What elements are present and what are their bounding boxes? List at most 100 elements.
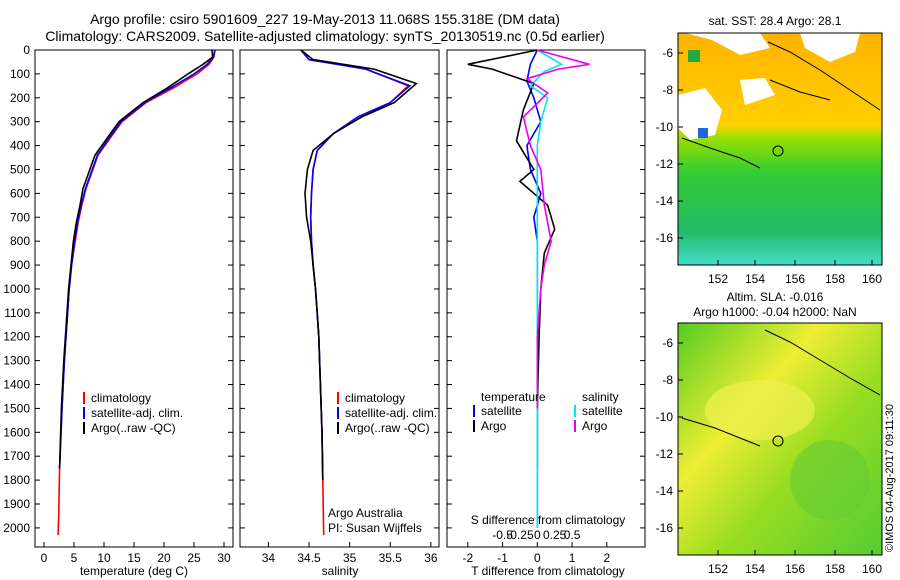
coastline-3 xyxy=(681,137,761,169)
x-tick-label: -1 xyxy=(497,551,508,565)
lon-tick-label: 154 xyxy=(745,562,765,576)
series-line-argo-raw-qc- xyxy=(58,49,214,469)
lon-tick-label: 156 xyxy=(785,272,805,286)
imos-credit: ©IMOS 04-Aug-2017 09:11:30 xyxy=(884,404,896,552)
lat-tick-label: -14 xyxy=(656,194,674,208)
y-tick-label: 1500 xyxy=(3,401,30,415)
x-tick-label: 0 xyxy=(41,551,48,565)
x-tick-label: 36 xyxy=(424,551,438,565)
lon-tick-label: 160 xyxy=(862,562,882,576)
x-tick-label: 30 xyxy=(217,551,231,565)
difference-depth-ticks xyxy=(447,49,645,529)
temperature-axis: 0 5 10 15 20 25 30 xyxy=(41,542,231,565)
x-tick-label: 10 xyxy=(97,551,111,565)
y-tick-label: 0 xyxy=(23,43,30,57)
x-tick-label: 35.5 xyxy=(379,551,403,565)
y-tick-label: 1100 xyxy=(4,306,30,320)
lon-tick-label: 154 xyxy=(745,272,765,286)
salinity-depth-ticks xyxy=(240,49,439,529)
depth-axis: 0 100 200 300 400 500 600 700 800 900 1000 1100 1200… xyxy=(3,43,233,535)
argo-float-marker xyxy=(772,145,784,157)
sst-nodata-3 xyxy=(740,78,775,105)
s-tick-label: 0 xyxy=(534,528,541,542)
sst-map: sat. SST: 28.4 Argo: 28.1 152 154 156 158 16… xyxy=(656,14,883,286)
lat-tick-label: -16 xyxy=(656,231,674,245)
legend-climatology: climatology xyxy=(345,391,405,405)
legend-argo: Argo(..raw -QC) xyxy=(91,421,176,435)
lat-tick-label: -6 xyxy=(662,336,673,350)
legend-argo: Argo(..raw -QC) xyxy=(345,421,430,435)
sst-lon-axis: 152 154 156 158 160 xyxy=(708,260,882,286)
y-tick-label: 300 xyxy=(10,115,30,129)
chart-title-line1: Argo profile: csiro 5901609_227 19-May-2… xyxy=(90,11,560,27)
sla-lon-axis: 152 154 156 158 160 xyxy=(708,550,882,576)
y-tick-label: 1900 xyxy=(3,497,30,511)
temperature-axis-label: temperature (deg C) xyxy=(80,564,188,578)
difference-series xyxy=(467,49,590,528)
credit-pi: PI: Susan Wijffels xyxy=(328,521,422,535)
sst-cold-patch xyxy=(698,128,708,138)
legend-sal-satellite: satellite xyxy=(582,404,623,418)
s-tick-label: -0.5 xyxy=(492,528,513,542)
sla-field xyxy=(678,323,882,555)
lat-tick-label: -12 xyxy=(656,157,674,171)
y-tick-label: 800 xyxy=(10,234,30,248)
legend-salinity-title: salinity xyxy=(582,390,619,404)
x-tick-label: 5 xyxy=(71,551,78,565)
series-line-climatology xyxy=(300,49,410,536)
salinity-axes-box xyxy=(239,49,440,548)
y-tick-label: 1800 xyxy=(3,473,30,487)
s-difference-ticks: -0.5-0.25 0 0.250.5 xyxy=(492,528,580,542)
series-line-salinity-argo xyxy=(522,49,590,409)
coastline-1 xyxy=(767,41,881,111)
y-tick-label: 1600 xyxy=(3,425,30,439)
series-line-temperature-argo xyxy=(467,49,556,469)
lat-tick-label: -16 xyxy=(656,521,674,535)
coastline-5 xyxy=(681,417,761,447)
lon-tick-label: 152 xyxy=(708,272,728,286)
difference-legend: temperature satellite Argo salinity sate… xyxy=(473,390,623,433)
legend-temp-argo: Argo xyxy=(481,419,507,433)
sla-low-blob xyxy=(790,440,870,520)
series-line-salinity-satellite xyxy=(529,49,564,528)
lon-tick-label: 152 xyxy=(708,562,728,576)
sst-nodata-2 xyxy=(800,33,860,62)
y-tick-label: 200 xyxy=(10,91,30,105)
chart-title-line2: Climatology: CARS2009. Satellite-adjuste… xyxy=(45,28,605,44)
s-tick-label: 0.5 xyxy=(564,528,581,542)
y-tick-label: 700 xyxy=(10,210,30,224)
legend-satellite: satellite-adj. clim. xyxy=(91,406,183,420)
legend-sal-argo: Argo xyxy=(582,419,608,433)
argo-float-marker-2 xyxy=(772,435,784,447)
sst-patch xyxy=(688,50,700,62)
x-tick-label: 15 xyxy=(127,551,141,565)
s-tick-label: -0.25 xyxy=(506,528,534,542)
t-difference-axis-label: T difference from climatology xyxy=(471,564,625,578)
salinity-series xyxy=(300,49,418,536)
y-tick-label: 2000 xyxy=(3,521,30,535)
series-line-temperature-satellite xyxy=(526,49,542,528)
legend-climatology: climatology xyxy=(91,391,151,405)
y-tick-label: 1300 xyxy=(3,354,30,368)
sla-high-blob xyxy=(705,380,815,440)
legend-temp-satellite: satellite xyxy=(481,404,522,418)
y-tick-label: 500 xyxy=(10,162,30,176)
sst-lat-axis: -6 -8 -10 -12 -14 -16 xyxy=(656,46,683,245)
sst-nodata-4 xyxy=(678,88,722,140)
lat-tick-label: -10 xyxy=(656,120,674,134)
y-tick-label: 1700 xyxy=(3,449,30,463)
lon-tick-label: 160 xyxy=(862,272,882,286)
temperature-panel: 0100200300400500600700800900100011001200… xyxy=(3,43,234,578)
lon-tick-label: 158 xyxy=(825,272,845,286)
sla-map: Altim. SLA: -0.016 Argo h1000: -0.04 h20… xyxy=(656,290,883,576)
t-difference-axis: -2 -1 0 1 2 xyxy=(463,542,610,565)
x-tick-label: 2 xyxy=(603,551,610,565)
difference-panel: -2 -1 0 1 2 S difference from climatology -0… xyxy=(446,49,646,578)
x-tick-label: -2 xyxy=(463,551,474,565)
x-tick-label: 1 xyxy=(569,551,576,565)
y-tick-label: 600 xyxy=(10,186,30,200)
x-tick-label: 20 xyxy=(157,551,171,565)
sla-title-2: Argo h1000: -0.04 h2000: NaN xyxy=(693,305,856,319)
salinity-legend: climatology satellite-adj. clim. Argo(..… xyxy=(337,391,437,435)
